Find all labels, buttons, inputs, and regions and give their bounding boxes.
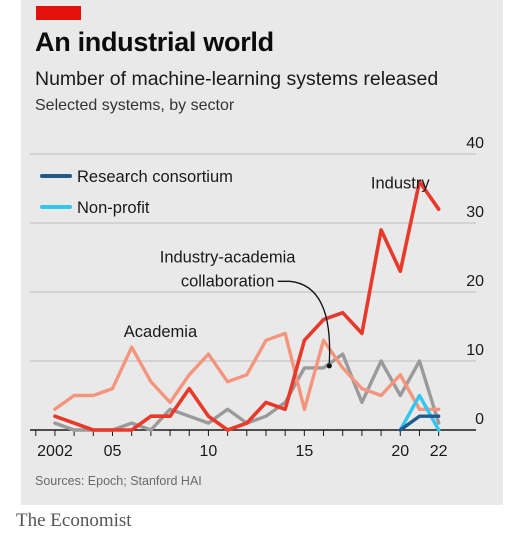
annotation-label: collaboration [181,272,275,290]
chart-title: An industrial world [35,27,274,57]
economist-wordmark: The Economist [16,510,132,531]
x-tick-label: 22 [430,443,448,460]
legend-label: Non-profit [77,199,150,217]
series-line-industry-academia-collaboration [53,352,441,432]
y-tick-label: 0 [475,411,484,428]
x-tick-label: 20 [391,443,409,460]
x-tick-label: 2002 [37,443,73,460]
chart-subtitle: Number of machine-learning systems relea… [35,68,439,90]
annotation-label: Academia [124,323,198,341]
series-line-industry [53,179,441,432]
annotation-label: Industry [371,175,430,193]
y-tick-label: 10 [466,342,484,359]
annotations: Industry Academia Industry-academia collabo… [124,175,430,369]
series-line-non-profit [398,393,441,432]
y-tick-label: 20 [466,273,484,290]
x-tick-label: 15 [295,443,313,460]
chart-subsubtitle: Selected systems, by sector [35,97,235,114]
legend-label: Research consortium [77,168,233,186]
chart-panel [21,0,503,505]
brand-red-tag [36,6,81,20]
y-tick-label: 30 [466,204,484,221]
y-tick-label: 40 [466,135,484,152]
annotation-label: Industry-academia [160,248,297,266]
x-axis: 2002 05 10 15 20 22 [30,429,476,460]
x-tick-label: 10 [200,443,218,460]
gridlines [30,153,476,362]
legend: Research consortium Non-profit [40,168,233,217]
data-series [53,179,441,432]
annotation-arrow-dot [326,363,332,369]
x-tick-label: 05 [104,443,122,460]
source-note: Sources: Epoch; Stanford HAI [35,474,202,488]
series-line-research-consortium [398,414,441,432]
series-line-academia [53,331,441,411]
annotation-arrow [277,280,331,363]
y-axis-ticks: 0 10 20 30 40 [466,135,484,428]
